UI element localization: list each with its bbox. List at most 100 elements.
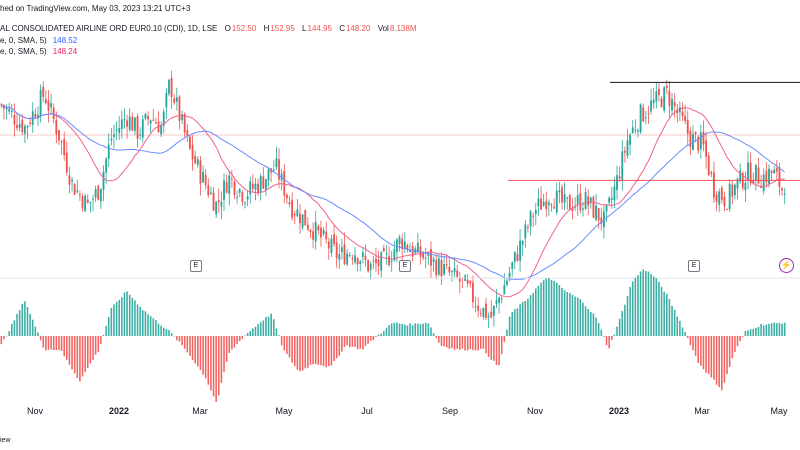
histogram-bar	[645, 270, 647, 336]
histogram-bar	[550, 279, 553, 336]
candle-body	[118, 127, 121, 134]
histogram-bar	[448, 336, 451, 349]
moving-averages	[1, 104, 786, 298]
earnings-marker[interactable]: E	[688, 260, 700, 272]
candle-body	[443, 264, 446, 275]
histogram-bar	[47, 336, 50, 350]
histogram-bar	[307, 336, 309, 368]
candle-body	[713, 172, 715, 198]
x-tick: Jul	[361, 406, 373, 416]
candle-body	[754, 164, 757, 181]
candle-body	[183, 113, 186, 133]
candle-body	[479, 313, 482, 315]
candle-body	[254, 183, 257, 190]
candle-body	[39, 89, 42, 117]
histogram-bar	[521, 301, 524, 336]
candle-body	[278, 159, 280, 180]
candle-body	[351, 257, 354, 259]
candle-body	[537, 198, 540, 207]
histogram-bar	[508, 316, 511, 336]
histogram-bar	[168, 330, 170, 336]
histogram-bar	[744, 330, 747, 336]
histogram-bar	[409, 323, 411, 336]
histogram-bar	[443, 336, 445, 347]
x-tick: Nov	[526, 406, 544, 416]
histogram-bar	[278, 335, 280, 336]
candle-body	[422, 252, 425, 259]
histogram-bar	[655, 278, 658, 336]
candle-body	[678, 107, 681, 113]
candle-body	[668, 90, 671, 107]
histogram-bar	[210, 336, 212, 391]
candle-body	[566, 197, 569, 199]
candlestick-series	[0, 70, 786, 329]
histogram-bar	[280, 336, 283, 346]
candle-body	[744, 182, 747, 191]
candle-body	[749, 162, 752, 184]
horizontal-levels	[0, 81, 800, 279]
histogram-bar	[86, 336, 89, 368]
candle-body	[495, 300, 498, 304]
candle-body	[55, 119, 58, 135]
earnings-marker[interactable]: E	[190, 260, 202, 272]
candle-body	[375, 258, 377, 264]
histogram-bar	[726, 336, 728, 374]
histogram-bar	[105, 325, 107, 336]
earnings-marker[interactable]: E	[399, 260, 411, 272]
candle-body	[401, 238, 404, 249]
histogram-bar	[204, 336, 207, 379]
histogram-bar	[540, 282, 542, 336]
histogram-bar	[760, 324, 762, 336]
histogram-bar	[741, 336, 744, 337]
candle-body	[545, 201, 548, 210]
histogram-bar	[634, 277, 637, 336]
candle-body	[739, 170, 742, 182]
histogram-bar	[13, 320, 16, 336]
footer-text: iew	[0, 437, 11, 444]
histogram-bar	[58, 336, 60, 351]
candle-body	[275, 158, 278, 168]
histogram-bar	[375, 336, 377, 337]
histogram-bar	[768, 323, 770, 336]
histogram-bar	[299, 336, 301, 372]
histogram-bar	[626, 296, 629, 336]
histogram-bar	[610, 336, 613, 340]
histogram-bar	[524, 300, 527, 336]
candle-body	[84, 195, 87, 212]
ma2-legend: e, 0, SMA, 5) 148.24	[0, 47, 78, 56]
candle-body	[312, 231, 315, 240]
histogram-bar	[681, 327, 684, 336]
histogram-bar	[110, 307, 113, 336]
candle-body	[320, 227, 322, 238]
histogram-bar	[76, 336, 79, 378]
candle-body	[616, 175, 618, 191]
candle-body	[113, 134, 115, 137]
candle-body	[576, 195, 579, 205]
candle-body	[642, 107, 645, 122]
histogram-bar	[451, 336, 453, 349]
histogram-bar	[464, 336, 466, 351]
histogram-bar	[100, 336, 102, 345]
histogram-bar	[223, 336, 225, 372]
candle-body	[330, 238, 333, 253]
candle-body	[671, 99, 673, 111]
candle-body	[385, 253, 388, 255]
histogram-bar	[535, 288, 537, 336]
candle-body	[44, 99, 47, 104]
candle-body	[469, 281, 472, 284]
lightning-icon[interactable]: ⚡	[779, 258, 794, 273]
histogram-bar	[123, 292, 126, 336]
histogram-bar	[404, 324, 406, 336]
histogram-bar	[341, 336, 343, 352]
candle-body	[168, 79, 170, 94]
histogram-bar	[325, 336, 327, 368]
x-tick: Mar	[192, 406, 208, 416]
histogram-bar	[364, 336, 367, 346]
histogram-bar	[60, 336, 63, 352]
histogram-bar	[262, 320, 265, 336]
histogram-bar	[66, 336, 68, 360]
candle-body	[191, 144, 194, 160]
ma-blue-line	[1, 104, 786, 280]
histogram-bar	[529, 295, 532, 336]
